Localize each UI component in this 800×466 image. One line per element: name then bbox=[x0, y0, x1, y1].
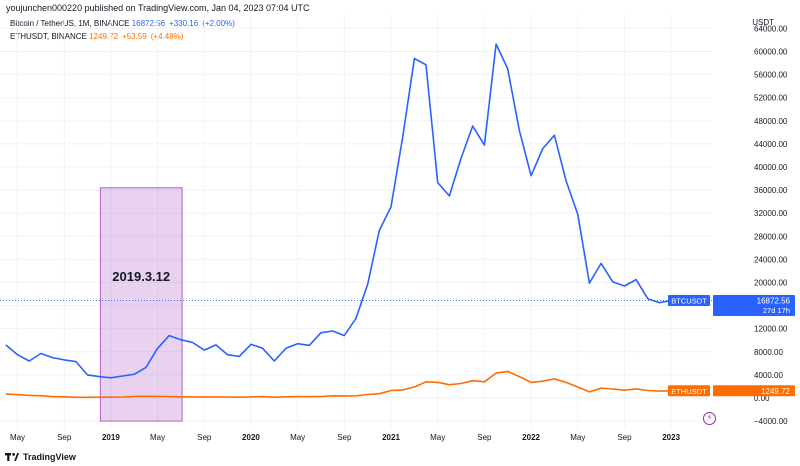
published-line: youjunchen000220 published on TradingVie… bbox=[6, 3, 310, 13]
y-tick-label: −4000.00 bbox=[754, 417, 788, 426]
y-tick-label: 24000.00 bbox=[754, 255, 788, 264]
y-tick-label: 48000.00 bbox=[754, 117, 788, 126]
badge-price-bg-ethusdt bbox=[713, 385, 795, 397]
badge-name-bg-ethusdt bbox=[668, 385, 710, 397]
x-tick-label: May bbox=[150, 433, 165, 442]
legend-btc-change-pct: (+2.00%) bbox=[202, 19, 235, 28]
y-tick-label: 56000.00 bbox=[754, 71, 788, 80]
x-tick-label: 2019 bbox=[102, 433, 120, 442]
x-tick-label: Sep bbox=[337, 433, 352, 442]
x-tick-label: 2022 bbox=[522, 433, 540, 442]
legend-btc[interactable]: Bitcoin / TetherUS, 1M, BINANCE 16872.56… bbox=[10, 19, 239, 28]
badge-price-btcusdt: 16872.56 bbox=[757, 297, 791, 306]
annotation-layer: 2019.3.12 bbox=[0, 187, 712, 422]
y-tick-label: 20000.00 bbox=[754, 278, 788, 287]
x-tick-label: Sep bbox=[197, 433, 212, 442]
badge-name-ethusdt: ETHUSDT bbox=[671, 387, 707, 396]
y-tick-label: 60000.00 bbox=[754, 48, 788, 57]
tradingview-logo-icon bbox=[5, 453, 19, 461]
currency-label: USDT bbox=[752, 18, 774, 27]
legend-eth-change: +53.59 bbox=[122, 32, 147, 41]
x-tick-label: May bbox=[290, 433, 305, 442]
highlight-box-label: 2019.3.12 bbox=[112, 269, 170, 284]
legend-eth-price: 1249.72 bbox=[89, 32, 119, 41]
legend-btc-price: 16872.56 bbox=[131, 19, 166, 28]
grid-layer bbox=[0, 14, 712, 428]
x-tick-label: Sep bbox=[477, 433, 492, 442]
y-tick-label: 36000.00 bbox=[754, 186, 788, 195]
x-tick-label: Sep bbox=[617, 433, 632, 442]
badge-countdown-btcusdt: 27d 17h bbox=[763, 306, 790, 315]
footer-brand: TradingView bbox=[23, 452, 76, 462]
legend-eth-change-pct: (+4.48%) bbox=[150, 32, 184, 41]
x-tick-label: May bbox=[10, 433, 25, 442]
series-line-ethusdt[interactable] bbox=[5, 370, 672, 399]
x-tick-label: May bbox=[570, 433, 585, 442]
badge-name-bg-btcusdt bbox=[668, 295, 710, 307]
y-tick-label: 44000.00 bbox=[754, 140, 788, 149]
y-tick-label: 8000.00 bbox=[754, 348, 783, 357]
legend-btc-symbol: Bitcoin / TetherUS, 1M, BINANCE bbox=[10, 19, 130, 28]
footer: TradingView bbox=[5, 452, 76, 462]
series-line-btcusdt[interactable] bbox=[5, 43, 672, 379]
y-tick-label: 12000.00 bbox=[754, 325, 788, 334]
y-tick-label: 0.00 bbox=[754, 394, 770, 403]
badge-price-ethusdt: 1249.72 bbox=[761, 387, 790, 396]
badge-price-bg-btcusdt bbox=[713, 295, 795, 317]
x-tick-label: 2023 bbox=[662, 433, 680, 442]
x-tick-label: Sep bbox=[57, 433, 72, 442]
y-tick-label: 32000.00 bbox=[754, 209, 788, 218]
y-tick-label: 40000.00 bbox=[754, 163, 788, 172]
y-tick-label: 64000.00 bbox=[754, 24, 788, 33]
y-tick-label: 52000.00 bbox=[754, 94, 788, 103]
legend-eth[interactable]: ETHUSDT, BINANCE 1249.72 +53.59 (+4.48%) bbox=[10, 32, 187, 41]
legend-btc-change: +330.16 bbox=[169, 19, 199, 28]
y-axis: −4000.000.004000.008000.0012000.0016000.… bbox=[754, 24, 788, 426]
x-tick-label: May bbox=[430, 433, 445, 442]
x-tick-label: 2020 bbox=[242, 433, 260, 442]
x-axis: May Sep 2019 May Sep 2020 May Sep 2021 May Sep 2022… bbox=[10, 433, 681, 442]
y-tick-label: 28000.00 bbox=[754, 232, 788, 241]
series-layer bbox=[5, 43, 672, 399]
lightning-icon[interactable]: ⚡ bbox=[703, 412, 716, 425]
legend-eth-symbol: ETHUSDT, BINANCE bbox=[10, 32, 87, 41]
y-tick-label: 4000.00 bbox=[754, 371, 783, 380]
x-tick-label: 2021 bbox=[382, 433, 400, 442]
highlight-box[interactable] bbox=[99, 187, 183, 422]
badge-name-btcusdt: BTCUSDT bbox=[671, 297, 707, 306]
